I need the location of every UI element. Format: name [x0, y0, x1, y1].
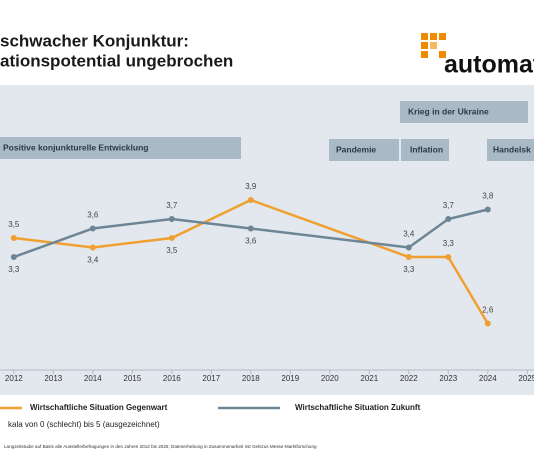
value-label: 3,3	[8, 265, 20, 274]
x-tick-label: 2018	[242, 374, 260, 383]
point	[405, 244, 412, 251]
point	[89, 225, 96, 232]
point	[10, 235, 17, 241]
value-label: 3,5	[8, 220, 20, 229]
event-box	[400, 101, 528, 123]
annotation: Inflation	[410, 144, 443, 154]
point	[168, 216, 175, 222]
x-tick-label: 2014	[84, 374, 102, 383]
x-tick-label: 2017	[202, 374, 220, 383]
event-box	[487, 139, 534, 161]
scale-note: kala von 0 (schlecht) bis 5 (ausgezeichn…	[8, 420, 160, 429]
plot-background	[0, 85, 534, 395]
value-label: 3,6	[245, 237, 257, 246]
x-tick-label: 2012	[5, 374, 23, 383]
title-line: ationspotential ungebrochen	[0, 51, 233, 70]
legend-label: Wirtschaftliche Situation Gegenwart	[30, 403, 168, 412]
logo-text: automat	[444, 51, 534, 79]
title-line: schwacher Konjunktur:	[0, 31, 189, 50]
annotation: Krieg in der Ukraine	[408, 106, 489, 116]
point	[445, 254, 452, 260]
point	[247, 225, 254, 232]
point	[89, 244, 96, 251]
value-label: 3,5	[166, 246, 178, 255]
x-tick-label: 2019	[281, 374, 299, 383]
x-tick-label: 2025	[518, 374, 534, 383]
value-label: 3,6	[87, 211, 99, 220]
x-tick-label: 2016	[163, 374, 181, 383]
value-label: 3,4	[403, 230, 415, 239]
point	[484, 206, 491, 213]
value-label: 3,9	[245, 182, 257, 191]
x-tick-label: 2022	[400, 374, 418, 383]
value-label: 3,7	[443, 201, 455, 210]
x-tick-label: 2023	[439, 374, 457, 383]
point	[247, 197, 254, 203]
annotation: Pandemie	[336, 144, 376, 154]
value-label: 3,7	[166, 201, 178, 210]
x-tick-label: 2013	[44, 374, 62, 383]
x-tick-label: 2015	[123, 374, 141, 383]
value-label: 3,4	[87, 256, 99, 265]
event-box	[329, 139, 399, 161]
point	[484, 320, 491, 327]
point	[168, 235, 175, 241]
annotation: Positive konjunkturelle Entwicklung	[3, 142, 148, 152]
logo-icon	[421, 33, 446, 58]
x-tick-label: 2024	[479, 374, 497, 383]
value-label: 3,3	[403, 265, 415, 274]
legend-label: Wirtschaftliche Situation Zukunft	[295, 403, 421, 412]
event-box	[0, 137, 241, 159]
plot: 2012 2013 2014 2015 2016 2017 2018 2019 2020 2021…	[5, 182, 534, 383]
x-tick-label: 2020	[321, 374, 339, 383]
footnote: Langzeitstudie auf Basis alle Aussteller…	[4, 444, 317, 449]
point	[405, 254, 412, 260]
value-label: 3,8	[482, 192, 494, 201]
point	[445, 216, 452, 222]
value-label: 3,3	[443, 239, 455, 248]
event-box	[401, 139, 449, 161]
x-tick-label: 2021	[360, 374, 378, 383]
point	[10, 254, 17, 260]
annotation: Handelsk	[493, 144, 531, 154]
value-label: 2,6	[482, 306, 494, 315]
